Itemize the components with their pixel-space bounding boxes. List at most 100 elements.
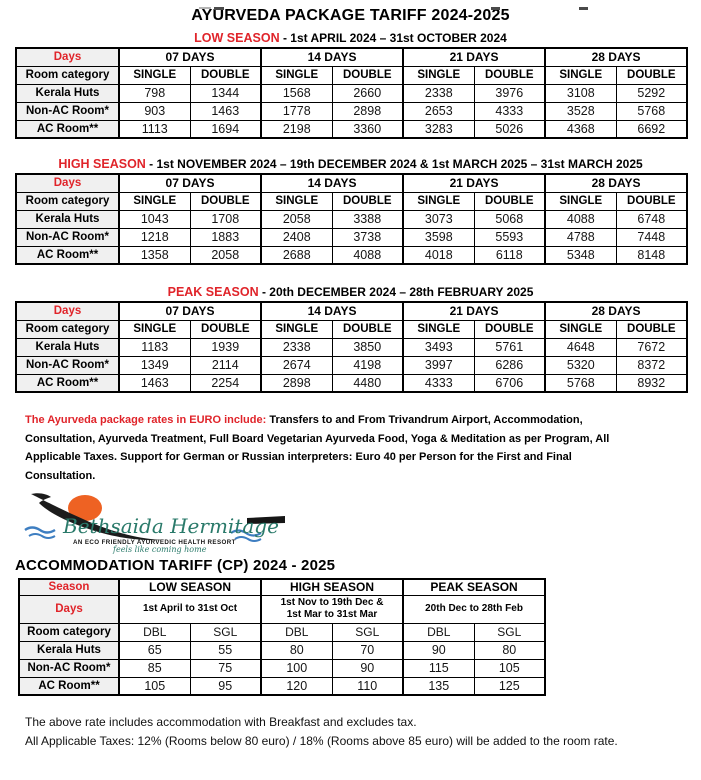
brush-bar-icon bbox=[247, 516, 285, 524]
price-cell: 7448 bbox=[615, 227, 688, 247]
table-row: Non-AC Room* 903 1463 1778 2898 2653 433… bbox=[15, 101, 688, 121]
sgl-header: SGL bbox=[331, 622, 404, 642]
day-group-header: 21 DAYS bbox=[402, 173, 546, 193]
price-cell: 5768 bbox=[615, 101, 688, 121]
price-cell: 55 bbox=[189, 640, 262, 660]
price-cell: 2898 bbox=[331, 101, 404, 121]
subheader-row: Room category SINGLE DOUBLE SINGLE DOUBL… bbox=[15, 191, 688, 211]
price-cell: 110 bbox=[331, 676, 404, 696]
price-cell: 1113 bbox=[118, 119, 191, 139]
tagline-text: AN ECO FRIENDLY AYURVEDIC HEALTH RESORT bbox=[73, 539, 236, 546]
price-cell: 7672 bbox=[615, 337, 688, 357]
day-group-header: 28 DAYS bbox=[544, 301, 688, 321]
price-cell: 2408 bbox=[260, 227, 333, 247]
days-header: Days bbox=[15, 47, 120, 67]
day-group-header: 07 DAYS bbox=[118, 47, 262, 67]
accommodation-table: Season LOW SEASON HIGH SEASON PEAK SEASO… bbox=[18, 578, 547, 696]
price-cell: 2674 bbox=[260, 355, 333, 375]
table-row: Non-AC Room* 1218 1883 2408 3738 3598 55… bbox=[15, 227, 688, 247]
days-header: Days bbox=[15, 301, 120, 321]
note-line: Consultation, Ayurveda Treatment, Full B… bbox=[25, 432, 610, 445]
subheader-row: Room category DBL SGL DBL SGL DBL SGL bbox=[18, 622, 546, 642]
single-header: SINGLE bbox=[402, 191, 475, 211]
single-header: SINGLE bbox=[260, 65, 333, 85]
price-cell: 2114 bbox=[189, 355, 262, 375]
price-cell: 1568 bbox=[260, 83, 333, 103]
price-cell: 2058 bbox=[260, 209, 333, 229]
price-cell: 4788 bbox=[544, 227, 617, 247]
single-header: SINGLE bbox=[544, 319, 617, 339]
price-cell: 115 bbox=[402, 658, 475, 678]
table-row: Kerala Huts 798 1344 1568 2660 2338 3976… bbox=[15, 83, 688, 103]
price-cell: 2898 bbox=[260, 373, 333, 393]
row-label: Kerala Huts bbox=[15, 83, 120, 103]
price-cell: 105 bbox=[473, 658, 546, 678]
price-cell: 8932 bbox=[615, 373, 688, 393]
brand-text: Bethsaida Hermitage bbox=[62, 514, 279, 538]
price-cell: 3738 bbox=[331, 227, 404, 247]
price-cell: 3388 bbox=[331, 209, 404, 229]
dbl-header: DBL bbox=[118, 622, 191, 642]
double-header: DOUBLE bbox=[189, 319, 262, 339]
price-cell: 1883 bbox=[189, 227, 262, 247]
table-row: AC Room** 1358 2058 2688 4088 4018 6118 … bbox=[15, 245, 688, 265]
low-season-table: Days 07 DAYS 14 DAYS 21 DAYS 28 DAYS Roo… bbox=[15, 47, 689, 139]
price-cell: 135 bbox=[402, 676, 475, 696]
price-cell: 1183 bbox=[118, 337, 191, 357]
price-cell: 5768 bbox=[544, 373, 617, 393]
price-cell: 1463 bbox=[189, 101, 262, 121]
day-group-header: 07 DAYS bbox=[118, 173, 262, 193]
double-header: DOUBLE bbox=[189, 65, 262, 85]
days-header: Days bbox=[15, 173, 120, 193]
double-header: DOUBLE bbox=[331, 319, 404, 339]
row-label: Kerala Huts bbox=[15, 209, 120, 229]
price-cell: 1694 bbox=[189, 119, 262, 139]
price-cell: 1708 bbox=[189, 209, 262, 229]
price-cell: 95 bbox=[189, 676, 262, 696]
table-row: Non-AC Room* 1349 2114 2674 4198 3997 62… bbox=[15, 355, 688, 375]
price-cell: 4088 bbox=[544, 209, 617, 229]
row-label: Kerala Huts bbox=[18, 640, 120, 660]
bethsaida-hermitage-logo: Bethsaida Hermitage AN ECO FRIENDLY AYUR… bbox=[24, 493, 285, 554]
subheader-row: Room category SINGLE DOUBLE SINGLE DOUBL… bbox=[15, 65, 688, 85]
room-category-header: Room category bbox=[15, 191, 120, 211]
price-cell: 105 bbox=[118, 676, 191, 696]
price-cell: 2653 bbox=[402, 101, 475, 121]
price-cell: 2660 bbox=[331, 83, 404, 103]
season-dates: - 20th DECEMBER 2024 – 28th FEBRUARY 202… bbox=[261, 285, 534, 299]
single-header: SINGLE bbox=[260, 319, 333, 339]
price-cell: 2198 bbox=[260, 119, 333, 139]
low-season-heading: LOW SEASON - 1st APRIL 2024 – 31st OCTOB… bbox=[15, 31, 686, 45]
dbl-header: DBL bbox=[260, 622, 333, 642]
season-name: LOW SEASON bbox=[194, 31, 280, 45]
note-line: Consultation. bbox=[25, 469, 96, 482]
footer-line: All Applicable Taxes: 12% (Rooms below 8… bbox=[25, 734, 618, 748]
table-row: Kerala Huts 1043 1708 2058 3388 3073 506… bbox=[15, 209, 688, 229]
price-cell: 3073 bbox=[402, 209, 475, 229]
high-season-table: Days 07 DAYS 14 DAYS 21 DAYS 28 DAYS Roo… bbox=[15, 173, 689, 265]
row-label: Non-AC Room* bbox=[15, 355, 120, 375]
row-label: AC Room** bbox=[15, 373, 120, 393]
row-label: Kerala Huts bbox=[15, 337, 120, 357]
peak-season-table: Days 07 DAYS 14 DAYS 21 DAYS 28 DAYS Roo… bbox=[15, 301, 689, 393]
table-row: AC Room** 1463 2254 2898 4480 4333 6706 … bbox=[15, 373, 688, 393]
price-cell: 5320 bbox=[544, 355, 617, 375]
price-cell: 5593 bbox=[473, 227, 546, 247]
price-cell: 3493 bbox=[402, 337, 475, 357]
season-name: PEAK SEASON bbox=[167, 285, 259, 299]
price-cell: 70 bbox=[331, 640, 404, 660]
cropped-text-remnant bbox=[491, 7, 500, 10]
accommodation-title: ACCOMMODATION TARIFF (CP) 2024 - 2025 bbox=[15, 557, 336, 574]
days-header: Days bbox=[18, 594, 120, 624]
price-cell: 5761 bbox=[473, 337, 546, 357]
sgl-header: SGL bbox=[473, 622, 546, 642]
price-cell: 1463 bbox=[118, 373, 191, 393]
price-cell: 798 bbox=[118, 83, 191, 103]
row-label: Non-AC Room* bbox=[15, 227, 120, 247]
price-cell: 2254 bbox=[189, 373, 262, 393]
sgl-header: SGL bbox=[189, 622, 262, 642]
price-cell: 2058 bbox=[189, 245, 262, 265]
single-header: SINGLE bbox=[544, 65, 617, 85]
double-header: DOUBLE bbox=[473, 191, 546, 211]
day-group-header: 21 DAYS bbox=[402, 47, 546, 67]
